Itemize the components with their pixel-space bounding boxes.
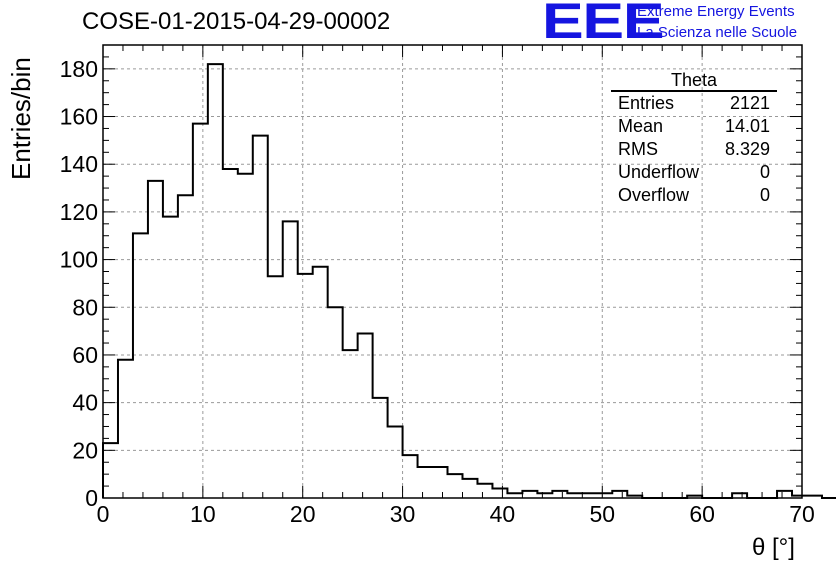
x-tick-label: 10 (190, 501, 216, 527)
stats-value: 0 (759, 162, 770, 182)
y-tick-label: 0 (85, 485, 98, 511)
y-tick-label: 100 (60, 247, 98, 273)
x-tick-label: 50 (589, 501, 615, 527)
stats-label: Underflow (618, 162, 700, 182)
stats-value: 14.01 (724, 116, 770, 136)
x-tick-label: 60 (689, 501, 715, 527)
y-tick-label: 60 (72, 342, 98, 368)
stats-row-mean: Mean 14.01 (611, 115, 777, 138)
logo-line-1: Extreme Energy Events (637, 3, 795, 20)
stats-value: 8.329 (724, 139, 770, 159)
x-tick-label: 20 (290, 501, 316, 527)
x-tick-label: 30 (390, 501, 416, 527)
stats-label: Entries (618, 93, 675, 113)
logo-line-2: La Scienza nelle Scuole (637, 24, 798, 41)
chart-title: COSE-01-2015-04-29-00002 (82, 8, 391, 35)
y-tick-label: 20 (72, 437, 98, 463)
stats-value: 2121 (729, 93, 770, 113)
stats-row-entries: Entries 2121 (611, 92, 777, 115)
stats-title: Theta (611, 70, 777, 92)
y-tick-label: 80 (72, 294, 98, 320)
stats-box: Theta Entries 2121 Mean 14.01 RMS 8.329 … (611, 70, 777, 207)
stats-label: RMS (618, 139, 658, 159)
y-tick-label: 120 (60, 199, 98, 225)
stats-value: 0 (759, 185, 770, 205)
stats-row-overflow: Overflow 0 (611, 184, 777, 207)
stats-label: Overflow (618, 185, 690, 205)
y-axis-label-text: Entries/bin (6, 57, 36, 180)
eee-logo: EEE (542, 0, 665, 49)
y-tick-label: 180 (60, 56, 98, 82)
stats-label: Mean (618, 116, 664, 136)
stats-row-underflow: Underflow 0 (611, 161, 777, 184)
x-tick-label: 70 (789, 501, 815, 527)
y-tick-label: 40 (72, 390, 98, 416)
y-axis-label: Entries/bin (6, 57, 37, 180)
y-tick-label: 160 (60, 104, 98, 130)
x-tick-label: 0 (97, 501, 110, 527)
stats-row-rms: RMS 8.329 (611, 138, 777, 161)
y-tick-label: 140 (60, 151, 98, 177)
x-tick-label: 40 (490, 501, 516, 527)
x-axis-label: θ [°] (752, 534, 795, 561)
